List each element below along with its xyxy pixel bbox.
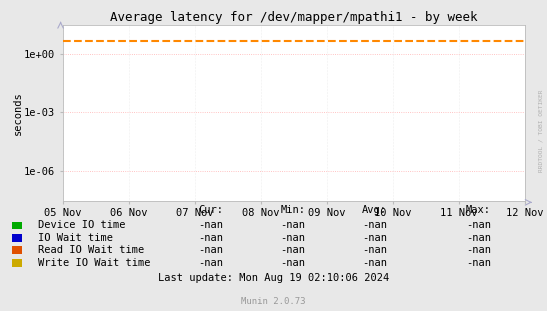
Text: -nan: -nan [362,220,387,230]
Text: Max:: Max: [466,205,491,215]
Text: -nan: -nan [198,258,223,268]
Text: -nan: -nan [362,233,387,243]
Text: -nan: -nan [280,245,305,255]
Text: -nan: -nan [198,233,223,243]
Text: Munin 2.0.73: Munin 2.0.73 [241,297,306,305]
Text: IO Wait time: IO Wait time [38,233,113,243]
Y-axis label: seconds: seconds [13,91,22,135]
Text: -nan: -nan [280,233,305,243]
Text: -nan: -nan [198,220,223,230]
Text: -nan: -nan [198,245,223,255]
Text: -nan: -nan [466,220,491,230]
Text: Last update: Mon Aug 19 02:10:06 2024: Last update: Mon Aug 19 02:10:06 2024 [158,273,389,283]
Text: Read IO Wait time: Read IO Wait time [38,245,144,255]
Text: -nan: -nan [362,245,387,255]
Text: -nan: -nan [280,220,305,230]
Text: Device IO time: Device IO time [38,220,126,230]
Text: -nan: -nan [280,258,305,268]
Text: Min:: Min: [280,205,305,215]
Text: Avg:: Avg: [362,205,387,215]
Text: -nan: -nan [362,258,387,268]
Text: -nan: -nan [466,258,491,268]
Title: Average latency for /dev/mapper/mpathi1 - by week: Average latency for /dev/mapper/mpathi1 … [110,11,478,24]
Text: RRDTOOL / TOBI OETIKER: RRDTOOL / TOBI OETIKER [538,89,543,172]
Text: -nan: -nan [466,233,491,243]
Text: Write IO Wait time: Write IO Wait time [38,258,151,268]
Text: Cur:: Cur: [198,205,223,215]
Text: -nan: -nan [466,245,491,255]
